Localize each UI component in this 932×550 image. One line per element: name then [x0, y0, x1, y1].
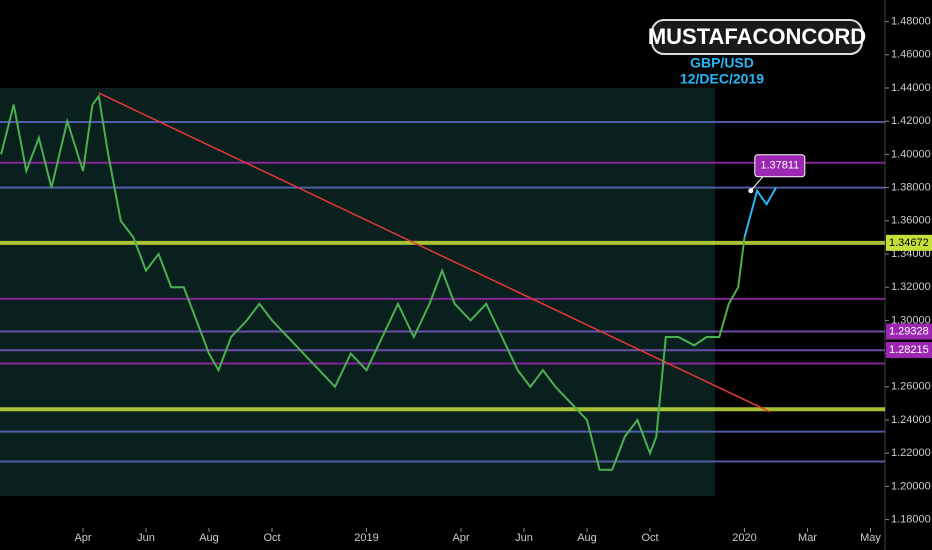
y-tick-label: 1.38000 — [891, 182, 931, 194]
y-tick-label: 1.32000 — [891, 281, 931, 293]
callout-pointer — [750, 176, 764, 192]
x-tick-label: Oct — [263, 532, 280, 544]
x-tick-label: Aug — [199, 532, 219, 544]
price-label-box — [886, 234, 932, 251]
price-label-box — [886, 323, 932, 340]
price-line — [743, 187, 777, 238]
x-tick-label: Jun — [515, 532, 533, 544]
y-tick-label: 1.46000 — [891, 49, 931, 61]
x-tick-label: 2020 — [732, 532, 756, 544]
x-tick-label: Mar — [798, 532, 817, 544]
y-tick-label: 1.48000 — [891, 16, 931, 28]
x-tick-label: Apr — [74, 532, 91, 544]
x-tick-label: Oct — [641, 532, 658, 544]
y-tick-label: 1.34000 — [891, 248, 931, 260]
x-tick-label: Jun — [137, 532, 155, 544]
range-box — [0, 88, 715, 496]
trendline — [98, 92, 771, 413]
callout-label: 1.37811 — [760, 160, 799, 172]
price-line — [0, 93, 746, 471]
price-label: 1.29328 — [889, 325, 929, 337]
y-tick-label: 1.20000 — [891, 480, 931, 492]
x-tick-label: Apr — [452, 532, 469, 544]
x-tick-label: Aug — [577, 532, 597, 544]
callout-box — [754, 154, 806, 178]
y-tick-label: 1.24000 — [891, 414, 931, 426]
y-tick-label: 1.26000 — [891, 381, 931, 393]
price-label-box — [886, 342, 932, 359]
y-tick-label: 1.42000 — [891, 115, 931, 127]
price-label: 1.34672 — [889, 237, 929, 249]
subtitle: GBP/USD — [690, 55, 754, 71]
x-tick-label: 2019 — [354, 532, 378, 544]
y-tick-label: 1.40000 — [891, 148, 931, 160]
y-tick-label: 1.22000 — [891, 447, 931, 459]
title-box — [651, 19, 863, 55]
price-label: 1.28215 — [889, 344, 929, 356]
date-label: 12/DEC/2019 — [680, 71, 764, 87]
y-tick-label: 1.44000 — [891, 82, 931, 94]
x-tick-label: May — [860, 532, 881, 544]
y-tick-label: 1.36000 — [891, 215, 931, 227]
y-tick-label: 1.18000 — [891, 514, 931, 526]
y-tick-label: 1.30000 — [891, 314, 931, 326]
chart-title: MUSTAFACONCORD — [648, 24, 866, 49]
